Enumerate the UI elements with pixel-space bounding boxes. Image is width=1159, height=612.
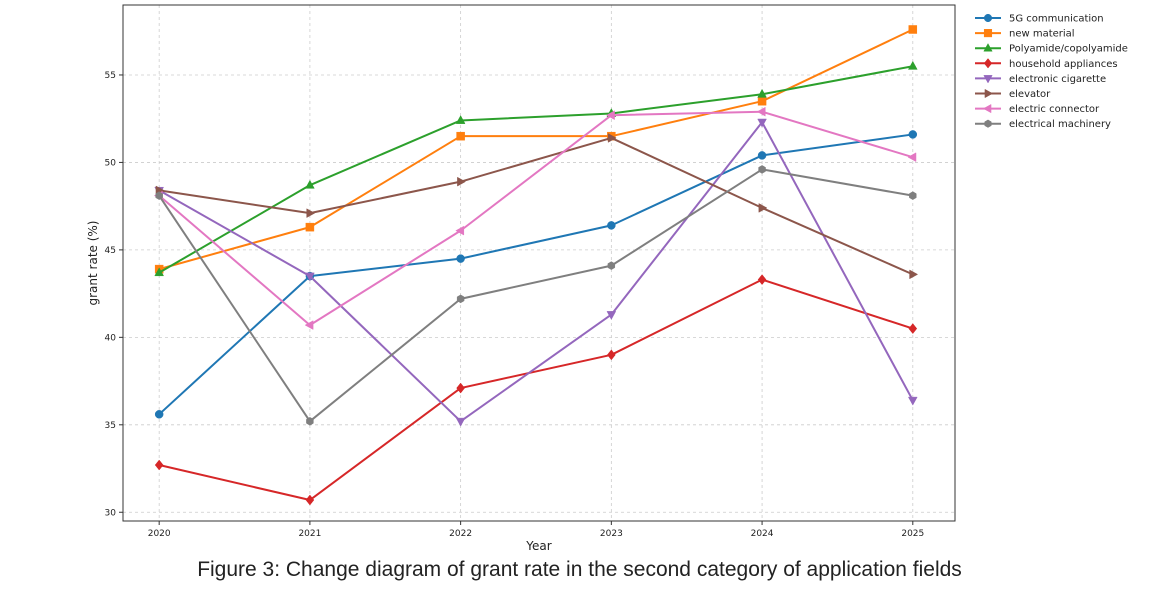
series-line — [158, 110, 914, 327]
data-point — [606, 110, 615, 121]
legend-label: elevator — [1009, 89, 1051, 100]
data-point — [456, 131, 465, 141]
y-tick-label: 55 — [105, 71, 116, 81]
legend-item: Polyamide/copolyamide — [975, 43, 1128, 55]
legend-item: new material — [975, 29, 1075, 40]
data-point — [907, 60, 918, 70]
series-electrical-machinery — [155, 165, 917, 426]
series-line — [158, 133, 913, 416]
figure-caption: Figure 3: Change diagram of grant rate i… — [197, 558, 962, 581]
legend-marker — [983, 43, 993, 52]
series-elevator — [155, 133, 919, 280]
data-point — [305, 494, 315, 506]
x-tick-label: 2025 — [901, 529, 924, 539]
data-point — [304, 320, 314, 330]
data-point — [908, 25, 918, 34]
data-point — [756, 106, 766, 117]
series-line — [158, 168, 913, 423]
legend-item: 5G communication — [975, 14, 1104, 25]
y-tick-label: 30 — [105, 508, 117, 518]
legend-label: Polyamide/copolyamide — [1009, 44, 1128, 55]
data-point — [306, 417, 314, 426]
data-point — [607, 261, 616, 270]
data-point — [607, 221, 616, 230]
data-point — [455, 225, 465, 236]
y-tick-label: 50 — [105, 158, 117, 168]
data-point — [456, 382, 465, 394]
series-line — [158, 278, 914, 502]
data-point — [907, 396, 918, 406]
data-point — [757, 88, 767, 98]
legend-label: electrical machinery — [1009, 119, 1111, 130]
data-point — [305, 222, 315, 232]
data-point — [909, 269, 919, 280]
plot-frame — [122, 4, 956, 522]
legend-label: electronic cigarette — [1009, 74, 1106, 85]
data-point — [908, 323, 918, 334]
series-household-appliances — [154, 274, 918, 506]
data-point — [757, 118, 767, 128]
data-point — [606, 311, 617, 320]
data-point — [909, 191, 917, 200]
data-point — [306, 208, 316, 218]
x-axis-label: Year — [525, 539, 551, 553]
x-tick-label: 2020 — [148, 529, 171, 539]
series-line — [158, 121, 914, 423]
data-point — [455, 115, 466, 124]
data-point — [457, 176, 466, 187]
data-point — [305, 179, 315, 189]
data-point — [155, 191, 163, 200]
data-point — [456, 294, 465, 304]
series-line — [159, 136, 914, 276]
legend-marker — [983, 75, 993, 84]
y-tick-label: 40 — [105, 333, 117, 343]
data-point — [907, 152, 917, 162]
legend-label: household appliances — [1009, 59, 1118, 70]
legend-marker — [984, 88, 994, 99]
x-tick-label: 2022 — [449, 529, 472, 539]
legend-marker — [983, 29, 993, 38]
legend-item: electrical machinery — [975, 119, 1111, 130]
series-electronic-cigarette — [154, 118, 918, 427]
y-tick-label: 35 — [105, 421, 116, 431]
data-point — [908, 130, 918, 139]
legend-marker — [982, 103, 992, 114]
data-point — [456, 254, 465, 263]
data-point — [757, 96, 767, 106]
data-point — [154, 410, 164, 419]
legend-marker — [984, 119, 992, 128]
x-tick-label: 2024 — [751, 529, 774, 539]
series-polyamide-copolyamide — [154, 60, 918, 277]
data-point — [757, 151, 767, 160]
legend-marker — [983, 58, 993, 69]
x-tick-label: 2021 — [298, 529, 321, 539]
legend-item: elevator — [975, 88, 1051, 100]
y-axis-label: grant rate (%) — [86, 221, 100, 306]
x-tick-label: 2023 — [600, 529, 623, 539]
series-electric-connector — [153, 106, 917, 330]
legend-item: household appliances — [975, 58, 1118, 70]
legend-label: electric connector — [1009, 104, 1100, 115]
data-point — [154, 459, 164, 471]
series-line — [158, 65, 913, 274]
data-point — [305, 272, 315, 282]
data-point — [758, 203, 768, 213]
data-point — [455, 417, 466, 427]
legend-marker — [983, 13, 993, 23]
data-point — [758, 165, 766, 174]
legend-item: electronic cigarette — [975, 74, 1106, 85]
data-point — [607, 349, 616, 361]
data-point — [154, 267, 164, 277]
y-tick-label: 45 — [105, 246, 116, 256]
legend-label: new material — [1009, 29, 1075, 40]
data-point — [757, 274, 767, 286]
data-point — [607, 133, 617, 143]
legend-item: electric connector — [975, 103, 1100, 115]
legend-label: 5G communication — [1009, 14, 1104, 25]
